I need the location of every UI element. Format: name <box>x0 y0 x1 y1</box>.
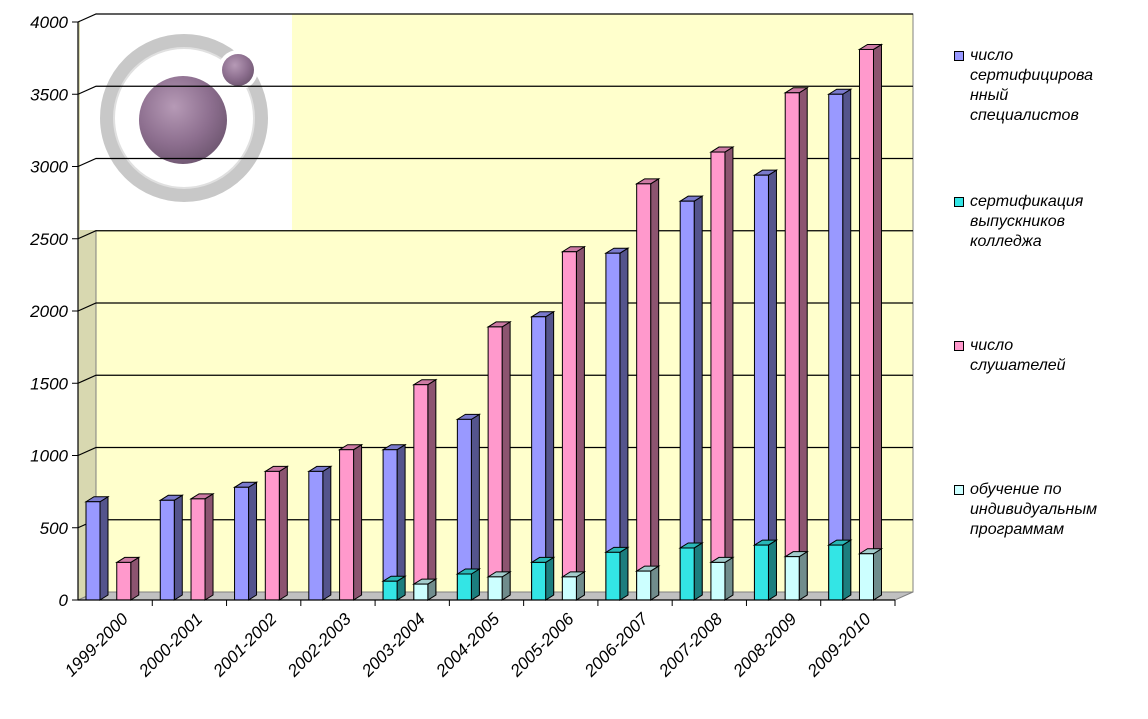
x-tick-label: 2002-2003 <box>283 609 355 681</box>
bar <box>560 245 587 601</box>
bar <box>529 310 556 601</box>
bar <box>709 556 735 601</box>
y-tick-label: 1500 <box>30 374 68 393</box>
bar <box>84 495 110 601</box>
bar <box>678 195 704 601</box>
bar <box>337 443 364 601</box>
bar <box>752 169 779 601</box>
bar <box>412 578 438 601</box>
bar <box>857 547 884 601</box>
bar <box>709 146 735 601</box>
bar <box>455 568 482 601</box>
bar <box>634 177 661 601</box>
y-tick-label: 1000 <box>30 447 68 466</box>
bar <box>826 88 853 601</box>
legend-label: сертификация выпускников колледжа <box>970 193 1084 250</box>
bar <box>486 320 512 601</box>
x-tick-label: 2008-2009 <box>729 609 801 681</box>
bar <box>783 86 809 601</box>
x-tick-label: 2006-2007 <box>580 609 652 681</box>
x-tick-label: 2005-2006 <box>506 609 578 681</box>
x-tick-labels: 1999-2000 2000-2001 2001-2002 2002-2003 2003… <box>61 609 875 681</box>
x-tick-label: 2004-2005 <box>432 609 504 681</box>
y-tick-labels: 0 500 1000 1500 2000 2500 3000 3500 4000 <box>29 13 68 610</box>
legend-label: обучение по индивидуальным программам <box>970 481 1098 538</box>
axes <box>72 21 896 606</box>
legend: число сертифицирова нный специалистов се… <box>954 46 1144 606</box>
x-tick-label: 2000-2001 <box>135 609 207 681</box>
atom-logo-icon <box>80 14 292 230</box>
x-tick-label: 2001-2002 <box>209 609 281 681</box>
bar <box>158 494 185 601</box>
y-tick-label: 500 <box>40 519 69 538</box>
y-tick-label: 2500 <box>29 230 68 249</box>
y-tick-label: 3000 <box>30 158 68 177</box>
bar <box>560 570 587 601</box>
y-tick-label: 2000 <box>29 302 68 321</box>
bar <box>381 575 407 601</box>
bar <box>783 550 809 601</box>
legend-swatch <box>954 485 964 495</box>
bar <box>263 465 290 601</box>
legend-swatch <box>954 341 964 351</box>
bar <box>486 570 512 601</box>
bar <box>455 413 482 601</box>
y-tick-label: 4000 <box>30 13 68 32</box>
bar <box>412 378 438 601</box>
legend-label: число слушателей <box>970 337 1066 374</box>
bar <box>678 542 704 601</box>
x-tick-label: 2003-2004 <box>357 609 429 681</box>
y-tick-label: 0 <box>59 591 69 610</box>
bar <box>752 539 779 601</box>
bar <box>381 443 407 601</box>
grid-line <box>77 85 913 95</box>
x-tick-label: 2007-2008 <box>655 609 727 681</box>
bars <box>84 43 884 601</box>
bar <box>232 481 259 601</box>
x-tick-label: 2009-2010 <box>803 609 875 681</box>
bar <box>634 565 661 601</box>
bar <box>189 492 215 601</box>
grid-line <box>77 157 913 168</box>
y-tick-label: 3500 <box>30 85 68 104</box>
grid-line <box>77 13 913 23</box>
legend-swatch <box>954 197 964 207</box>
legend-label: число сертифицирова нный специалистов <box>970 47 1094 124</box>
legend-swatch <box>954 51 964 61</box>
x-tick-label: 1999-2000 <box>61 609 132 680</box>
bar <box>826 539 853 601</box>
bar <box>857 43 884 601</box>
bar <box>529 556 556 601</box>
bar <box>115 556 141 601</box>
bar <box>604 546 630 601</box>
bar <box>307 465 333 601</box>
